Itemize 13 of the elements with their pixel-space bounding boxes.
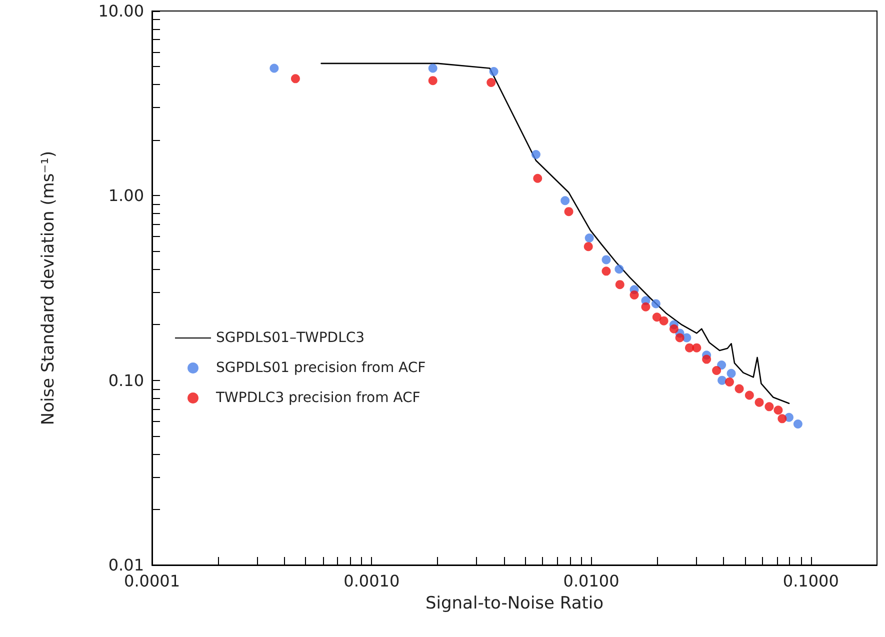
legend-label: SGPDLS01 precision from ACF [216, 360, 426, 376]
y-tick-label: 1.00 [108, 186, 144, 206]
x-tick-label: 0.0010 [344, 572, 400, 590]
y-tick-label: 0.10 [108, 370, 144, 390]
y-tick-label: 0.01 [108, 556, 144, 574]
x-tick-label: 0.1000 [782, 572, 839, 590]
legend-label: TWPDLC3 precision from ACF [215, 390, 420, 406]
x-tick-label: 0.0100 [563, 572, 620, 590]
legend-label: SGPDLS01–TWPDLC3 [216, 330, 365, 346]
x-axis-title: Signal-to-Noise Ratio [425, 594, 604, 614]
y-axis-title: Noise Standard deviation (ms⁻¹) [38, 150, 58, 426]
y-tick-label: 10.00 [98, 2, 144, 20]
x-tick-label: 0.0001 [124, 572, 180, 590]
